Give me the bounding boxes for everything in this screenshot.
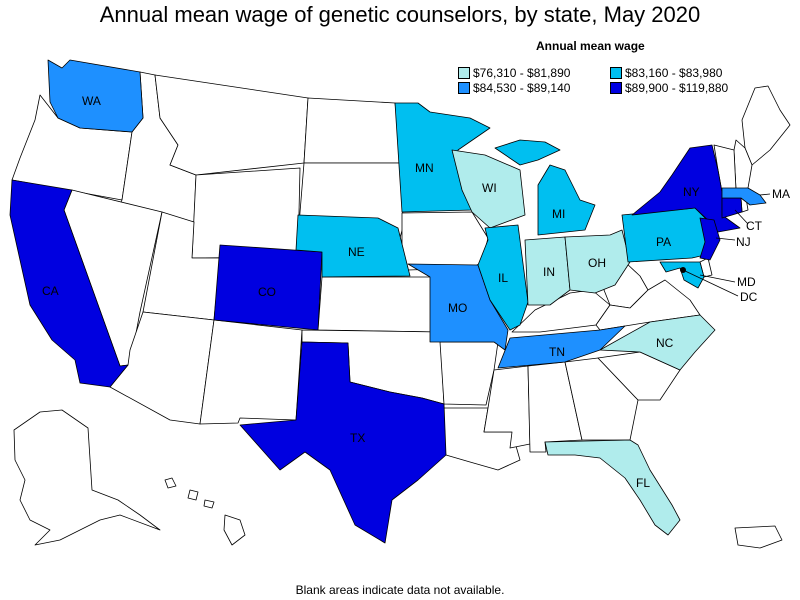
state-ks <box>317 276 441 333</box>
state-ct <box>721 197 743 219</box>
state-ma <box>721 187 767 206</box>
state-label-mo: MO <box>448 301 467 315</box>
state-label-dc: DC <box>740 290 758 304</box>
state-label-mi: MI <box>552 207 565 221</box>
state-mn <box>394 102 491 213</box>
legend-swatch <box>458 67 470 79</box>
state-tx <box>239 341 447 544</box>
data-states <box>9 59 767 544</box>
state-nc <box>599 314 716 371</box>
state-mt <box>154 74 309 176</box>
state-mi <box>494 139 596 236</box>
legend-item-bin-1: $76,310 - $81,890 <box>458 66 570 80</box>
state-ak <box>13 409 161 546</box>
legend-item-bin-4: $89,900 - $119,880 <box>610 81 728 95</box>
no-data-states <box>11 71 791 549</box>
state-nd <box>303 97 403 164</box>
state-ia <box>401 211 489 271</box>
state-label-pa: PA <box>656 235 671 249</box>
map-title: Annual mean wage of genetic counselors, … <box>99 2 701 27</box>
state-ca <box>9 179 129 388</box>
state-label-ny: NY <box>683 185 700 199</box>
state-nj <box>699 217 721 261</box>
state-me <box>741 85 791 166</box>
state-label-ne: NE <box>348 245 365 259</box>
state-ne <box>295 214 411 278</box>
state-ar <box>439 341 499 406</box>
state-wa <box>47 59 144 133</box>
state-wi <box>451 149 526 229</box>
state-label-wi: WI <box>482 181 497 195</box>
state-il <box>477 224 529 331</box>
state-nm <box>199 319 303 425</box>
label-leader-lines <box>682 193 771 297</box>
state-label-co: CO <box>258 285 276 299</box>
state-label-tx: TX <box>350 431 365 445</box>
state-wy <box>191 167 301 259</box>
state-label-wa: WA <box>82 94 101 108</box>
state-labels: WA CA CO TX NE MN MO WI IL IN MI OH TN N… <box>42 94 790 490</box>
state-ga <box>564 357 639 441</box>
state-in <box>524 236 571 306</box>
state-label-nj: NJ <box>736 235 751 249</box>
footnote: Blank areas indicate data not available. <box>295 583 505 597</box>
state-label-md: MD <box>737 275 756 289</box>
state-label-fl: FL <box>636 476 650 490</box>
legend-item-bin-2: $83,160 - $83,980 <box>610 66 722 80</box>
state-label-il: IL <box>498 271 508 285</box>
state-label-in: IN <box>543 265 555 279</box>
state-ky <box>511 289 611 333</box>
state-label-ma: MA <box>772 187 790 201</box>
legend-label: $84,530 - $89,140 <box>473 81 571 95</box>
legend-title: Annual mean wage <box>536 39 645 53</box>
state-co <box>213 244 323 331</box>
state-label-nc: NC <box>656 336 674 350</box>
legend-swatch <box>610 67 622 79</box>
state-oh <box>564 229 631 294</box>
legend-label: $83,160 - $83,980 <box>625 66 723 80</box>
legend-item-bin-3: $84,530 - $89,140 <box>458 81 570 95</box>
state-sc <box>597 351 681 401</box>
legend-swatch <box>458 82 470 94</box>
legend-label: $76,310 - $81,890 <box>473 66 571 80</box>
state-md <box>659 261 705 289</box>
state-label-oh: OH <box>588 256 606 270</box>
state-label-ca: CA <box>42 284 59 298</box>
state-label-mn: MN <box>415 161 434 175</box>
legend-swatch <box>610 82 622 94</box>
state-fl <box>544 439 681 536</box>
state-label-tn: TN <box>549 345 565 359</box>
legend-label: $89,900 - $119,880 <box>625 81 729 95</box>
state-hi <box>164 477 246 546</box>
state-label-ct: CT <box>746 219 763 233</box>
territory-pr <box>734 525 783 549</box>
